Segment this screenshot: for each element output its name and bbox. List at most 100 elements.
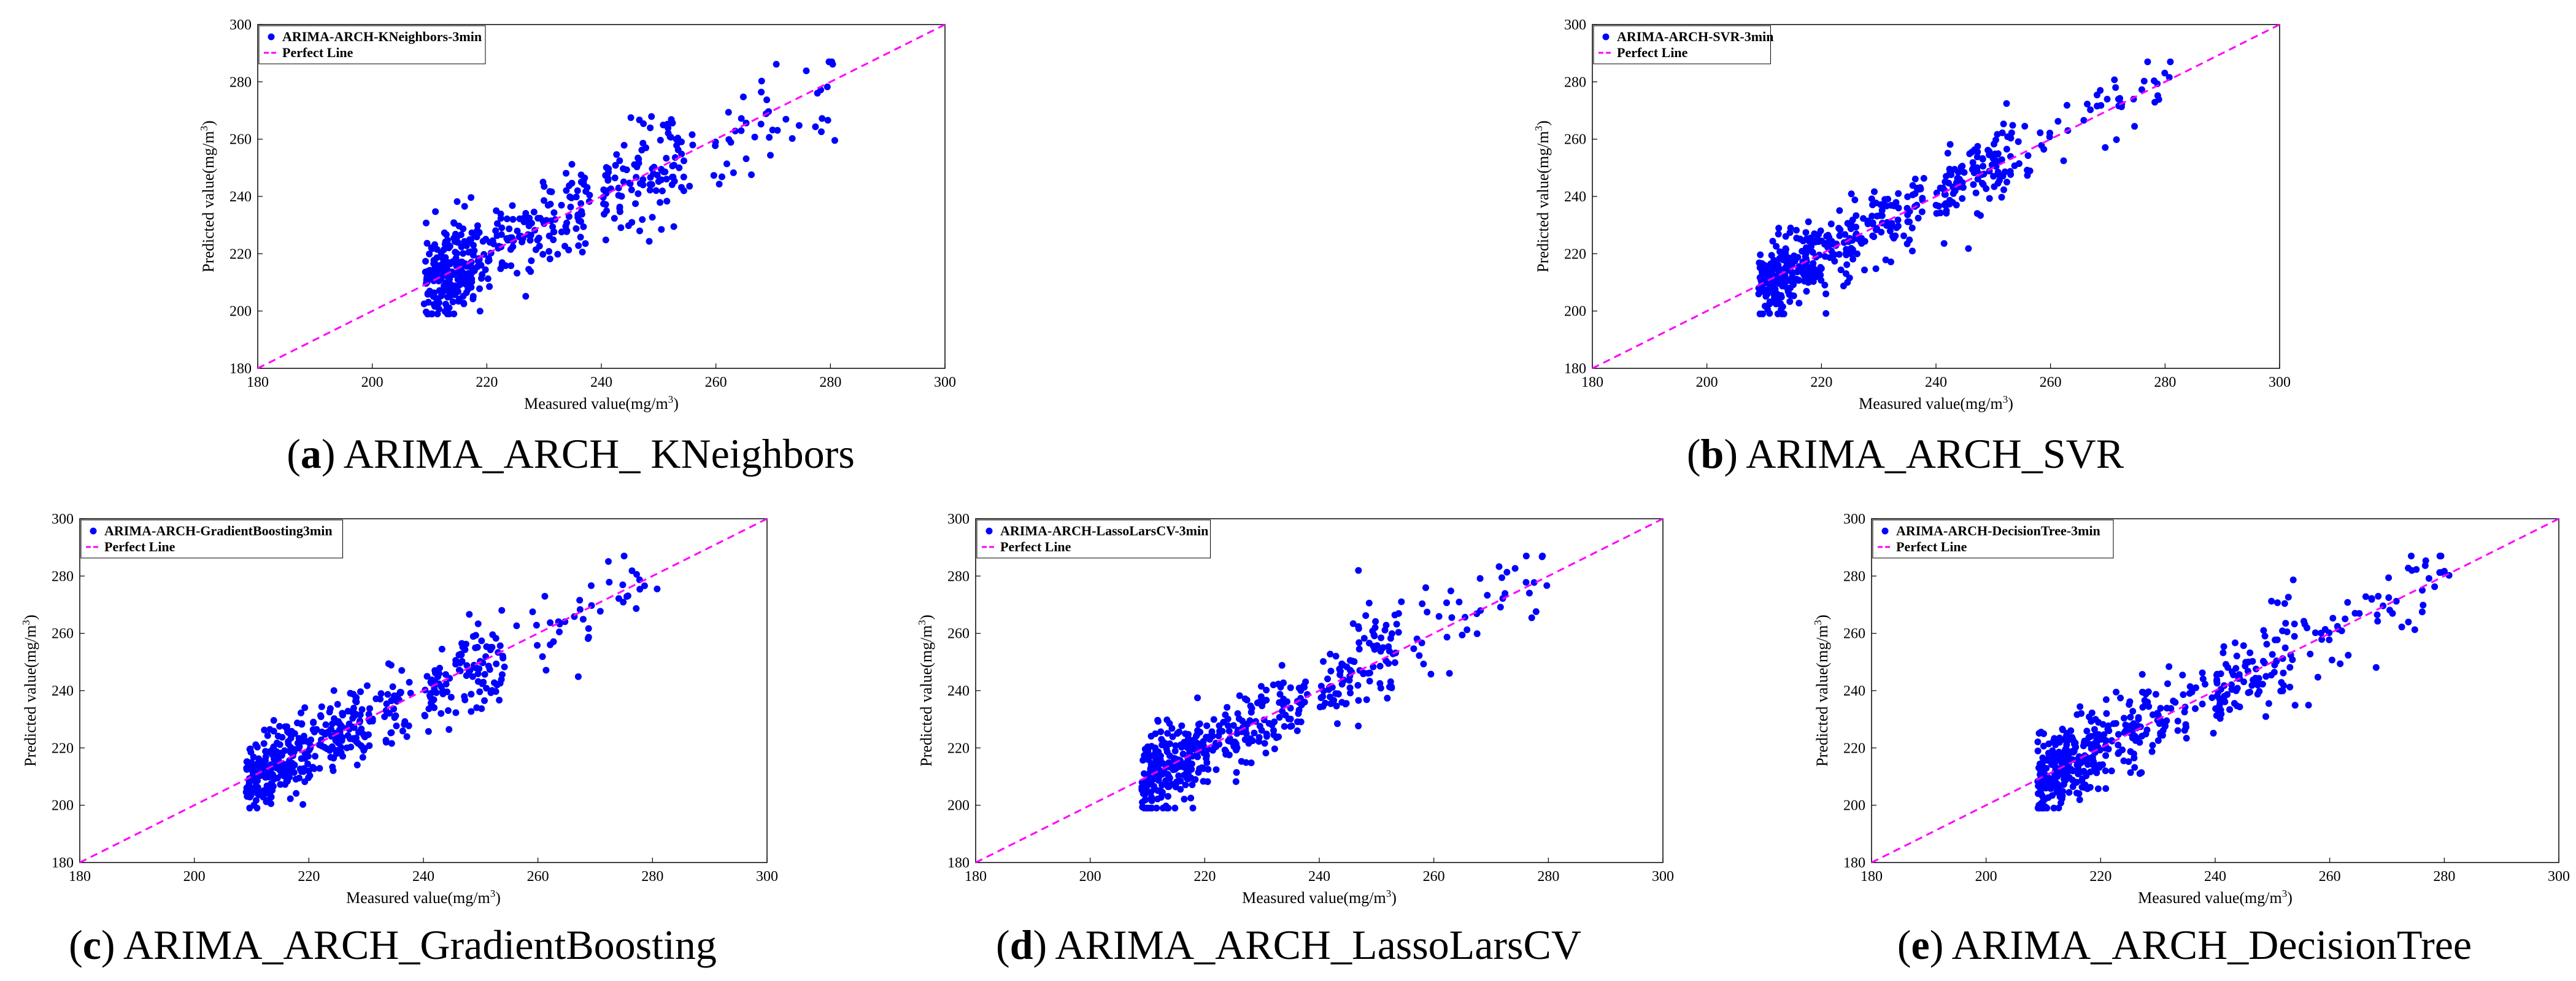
scatter-point [423,219,430,227]
y-tick-label: 180 [52,855,74,871]
scatter-point [615,192,622,199]
scatter-point [252,741,260,748]
scatter-point [1395,610,1402,617]
scatter-point [1944,150,1951,157]
scatter-point [1786,298,1794,305]
scatter-point [2263,640,2270,648]
scatter-point [2135,715,2142,723]
x-axis-label: Measured value(mg/m3) [524,394,679,413]
scatter-point [1933,210,1940,217]
scatter-point [2075,762,2082,770]
scatter-point [450,235,458,242]
scatter-point [347,743,355,751]
scatter-point [1200,778,1207,785]
scatter-point [1225,751,1233,759]
y-tick-label: 200 [1564,304,1586,320]
scatter-point [556,628,563,635]
x-tick-label: 200 [361,374,384,390]
scatter-point [2003,179,2010,186]
scatter-point [261,759,268,766]
scatter-point [1232,778,1240,785]
scatter-point [535,235,542,242]
scatter-point [2080,742,2087,750]
scatter-point [2180,691,2187,698]
scatter-point [1427,670,1435,678]
scatter-point [1177,786,1184,793]
scatter-point [432,266,439,273]
scatter-point [1815,238,1822,246]
scatter-point [350,735,357,743]
scatter-point [481,671,488,678]
scatter-point [712,142,719,149]
scatter-point [620,142,628,149]
scatter-point [2099,721,2107,728]
scatter-point [1177,777,1184,785]
scatter-point [1802,244,1810,252]
scatter-point [387,662,395,669]
scatter-point [2181,727,2188,734]
scatter-point [2307,650,2314,657]
scatter-point [2016,160,2023,167]
y-tick-label: 280 [947,568,970,584]
scatter-point [2113,136,2120,143]
scatter-point [2199,675,2207,683]
scatter-point [2199,669,2206,677]
scatter-point [669,119,676,126]
scatter-point [605,558,612,565]
scatter-point [2121,715,2127,722]
x-tick-label: 180 [965,869,987,885]
scatter-point [2070,740,2078,748]
scatter-point [1789,278,1797,285]
scatter-point [1972,189,1980,196]
scatter-point [1878,207,1886,214]
y-tick-label: 180 [1843,855,1865,871]
scatter-point [676,164,683,171]
scatter-point [2075,770,2082,778]
scatter-point [2213,712,2220,719]
scatter-point [1851,196,1859,204]
scatter-point [1376,680,1384,687]
scatter-point [2062,746,2069,753]
scatter-point [1355,697,1362,704]
scatter-point [1882,256,1889,263]
scatter-point [481,697,488,704]
scatter-point [2291,633,2298,640]
legend-label-series: ARIMA-ARCH-GradientBoosting3min [104,523,333,538]
scatter-point [356,728,363,735]
x-axis-label: Measured value(mg/m3) [1242,888,1397,907]
scatter-point [573,225,580,232]
scatter-point [2213,678,2221,685]
scatter-point [561,242,568,250]
scatter-point [1818,277,1825,284]
scatter-point [1484,592,1491,599]
scatter-point [463,672,470,679]
scatter-point [534,642,541,649]
scatter-chart-b: 180 200 220 240 260 280 300 180 200 220 240 260 280 3… [1533,17,2291,413]
x-tick-label: 280 [2154,374,2176,390]
y-axis-label: Predicted value(mg/m3) [1533,120,1552,273]
scatter-point [2131,764,2138,771]
scatter-point [363,682,371,689]
scatter-point [263,748,269,756]
scatter-point [2105,745,2112,753]
scatter-point [2265,700,2272,707]
scatter-point [261,726,268,734]
scatter-point [748,171,755,179]
scatter-point [458,243,465,250]
scatter-point [2157,705,2164,712]
scatter-point [620,553,628,560]
scatter-point [330,687,337,694]
scatter-point [286,774,293,781]
scatter-point [1188,760,1195,767]
scatter-point [738,115,745,122]
scatter-point [563,187,570,194]
scatter-point [1868,195,1875,203]
scatter-point [271,775,278,783]
scatter-point [1366,678,1373,684]
scatter-point [2411,626,2418,634]
scatter-point [2334,622,2341,630]
scatter-point [453,198,461,205]
scatter-point [399,727,406,735]
scatter-point [2021,123,2029,130]
scatter-point [474,222,481,230]
